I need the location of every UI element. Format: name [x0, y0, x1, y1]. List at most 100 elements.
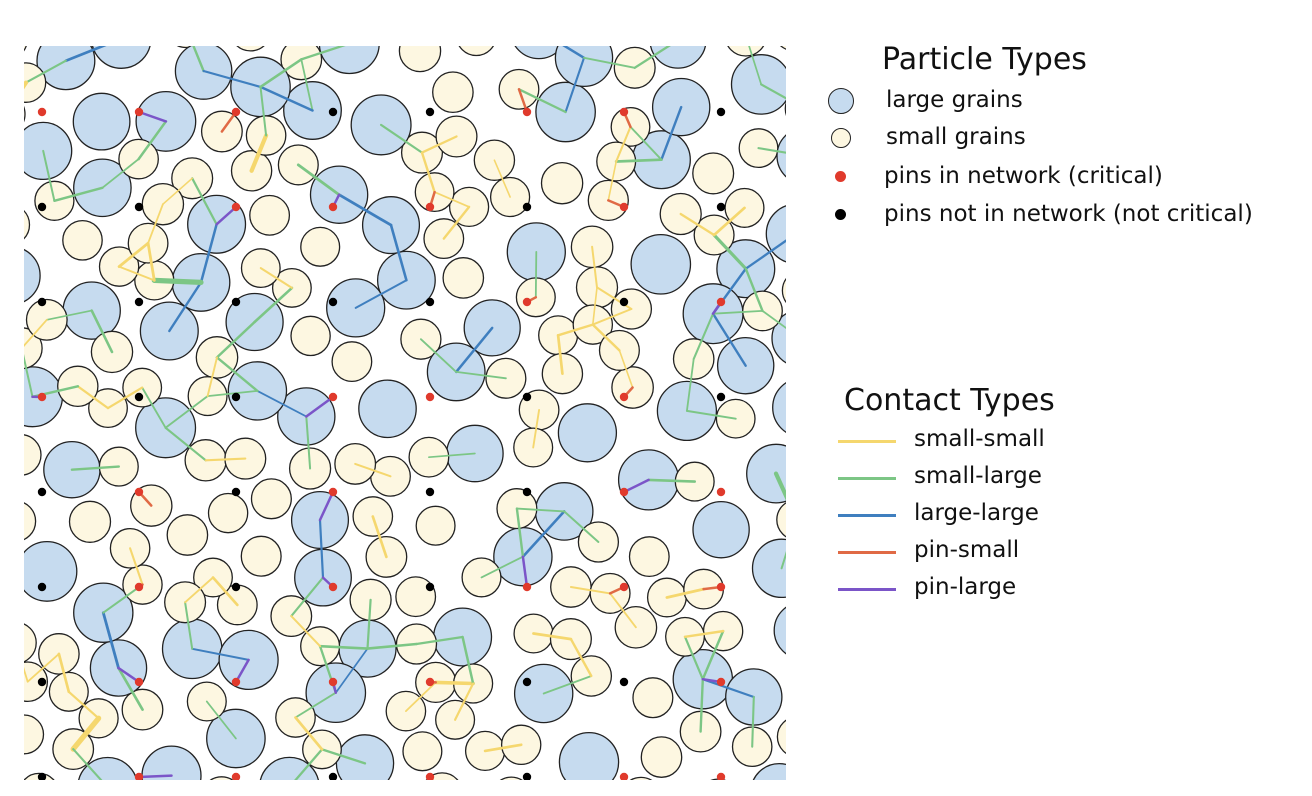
large-grain	[752, 762, 786, 780]
small-small-contact	[442, 205, 471, 240]
pin-critical	[716, 297, 726, 307]
small-grain	[442, 257, 485, 299]
pin-not-critical	[37, 487, 47, 497]
large-large-contact	[318, 518, 325, 579]
legend-label-large-grains: large grains	[886, 87, 1023, 113]
large-grain	[773, 606, 786, 655]
pin-not-critical	[425, 487, 435, 497]
small-small-contact	[569, 637, 593, 678]
legend-label-pins-noncritical: pins not in network (not critical)	[884, 201, 1253, 227]
small-large-contact	[517, 88, 567, 114]
small-large-contact	[415, 635, 464, 646]
small-large-contact	[773, 471, 786, 501]
large-grain	[259, 756, 319, 780]
small-small-contact	[591, 323, 621, 352]
legend-entry-pin-small: pin-small	[838, 535, 1138, 571]
pin-critical	[522, 582, 532, 592]
small-large-contact	[748, 46, 763, 86]
large-large-contact	[259, 85, 314, 112]
small-grain	[207, 492, 249, 534]
small-large-line-icon	[838, 477, 896, 480]
pin-not-critical	[425, 297, 435, 307]
small-grain	[62, 219, 103, 261]
pin-critical	[425, 202, 435, 212]
pin-critical	[37, 392, 47, 402]
small-grain	[776, 502, 786, 538]
small-small-contact	[569, 586, 612, 595]
pin-not-critical	[328, 297, 338, 307]
pin-critical	[619, 392, 629, 402]
pin-not-critical	[134, 392, 144, 402]
pin-not-critical	[619, 677, 629, 687]
small-large-contact	[712, 309, 764, 315]
small-small-contact	[106, 386, 144, 410]
small-small-contact	[679, 212, 716, 237]
small-large-contact	[53, 186, 104, 203]
pin-not-critical	[37, 677, 47, 687]
small-large-contact	[215, 320, 256, 359]
pin-critical	[619, 582, 629, 592]
small-grain	[24, 661, 49, 703]
small-large-contact	[294, 691, 337, 719]
small-grain	[692, 152, 735, 195]
granular-network-plot	[24, 46, 786, 780]
large-large-contact	[337, 193, 393, 227]
large-grain	[776, 134, 786, 178]
small-large-contact	[686, 358, 695, 412]
pin-critical	[134, 677, 144, 687]
small-large-contact	[366, 642, 418, 650]
pin-large-contact	[137, 774, 173, 779]
small-large-contact	[563, 510, 600, 543]
legend-label-pin-small: pin-small	[914, 537, 1020, 563]
small-large-contact	[101, 158, 140, 189]
pin-not-critical	[328, 107, 338, 117]
small-small-contact	[24, 318, 48, 347]
particle-legend-title: Particle Types	[882, 42, 1087, 77]
small-large-contact	[305, 415, 312, 470]
small-small-contact	[532, 408, 541, 449]
pin-not-critical	[231, 582, 241, 592]
small-large-contact	[629, 125, 663, 161]
small-small-contact	[493, 159, 511, 198]
small-grain	[499, 776, 523, 780]
legend-entry-large-large: large-large	[838, 498, 1138, 534]
legend-entry-pin-large: pin-large	[838, 572, 1138, 608]
pin-not-critical	[134, 202, 144, 212]
black-pin-marker-icon	[835, 209, 846, 220]
small-grain	[24, 623, 37, 663]
small-large-contact	[380, 123, 424, 154]
small-small-contact	[57, 652, 71, 694]
large-large-contact	[191, 647, 250, 661]
legend-entry-small-small: small-small	[838, 424, 1138, 460]
small-small-contact	[591, 245, 598, 289]
small-grain	[249, 194, 291, 236]
large-grain	[554, 46, 614, 88]
large-grain	[24, 540, 78, 602]
small-large-contact	[90, 309, 114, 354]
pin-large-contact	[305, 395, 335, 418]
legend-label-small-grains: small grains	[886, 124, 1026, 150]
small-large-contact	[192, 46, 205, 73]
pin-not-critical	[37, 297, 47, 307]
large-large-contact	[701, 678, 755, 699]
pin-large-line-icon	[838, 588, 896, 591]
small-small-contact	[294, 716, 324, 751]
small-small-contact	[532, 632, 573, 641]
large-large-contact	[521, 510, 566, 559]
small-small-contact	[556, 323, 594, 337]
small-small-contact	[76, 385, 110, 410]
small-small-contact	[371, 515, 388, 559]
small-small-contact	[609, 592, 637, 629]
small-grain	[629, 776, 653, 780]
small-grain	[727, 46, 765, 57]
pin-not-critical	[716, 392, 726, 402]
pin-critical	[328, 202, 338, 212]
pin-not-critical	[522, 487, 532, 497]
pin-large-contact	[137, 110, 168, 123]
small-large-contact	[42, 149, 56, 202]
large-large-contact	[256, 389, 308, 418]
small-large-contact	[701, 629, 725, 681]
pin-critical	[716, 582, 726, 592]
small-large-contact	[164, 426, 207, 462]
pin-not-critical	[716, 202, 726, 212]
